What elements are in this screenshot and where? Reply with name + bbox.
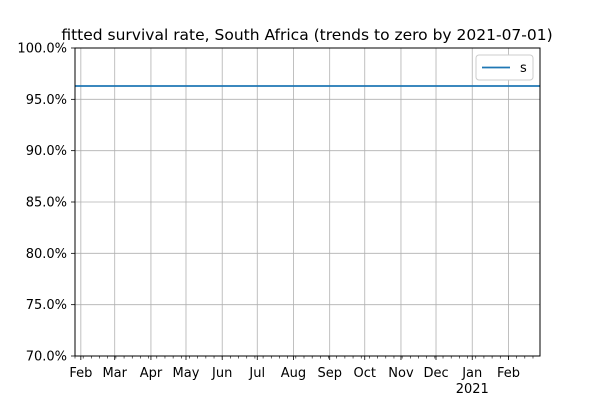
- x-tick-label: Feb: [69, 366, 92, 381]
- x-tick-label: May: [173, 366, 200, 381]
- axis-ticks: 70.0% 75.0% 80.0% 85.0% 90.0% 95.0% 100.0% Feb M…: [17, 42, 534, 397]
- x-tick-label: Dec: [423, 366, 448, 381]
- y-tick-label: 80.0%: [26, 247, 67, 262]
- y-tick-label: 75.0%: [26, 298, 67, 313]
- legend: s: [475, 54, 534, 81]
- x-tick-label: Jul: [248, 366, 265, 381]
- grid-lines: [75, 47, 540, 357]
- x-tick-label: Nov: [388, 366, 414, 381]
- x-tick-year-label: 2021: [456, 382, 489, 397]
- legend-label-s: s: [520, 61, 527, 76]
- y-tick-label: 100.0%: [17, 42, 67, 57]
- x-tick-label: Apr: [140, 366, 163, 381]
- x-tick-label: Aug: [281, 366, 306, 381]
- y-tick-label: 95.0%: [26, 93, 67, 108]
- y-tick-label: 90.0%: [26, 144, 67, 159]
- x-tick-label: Sep: [317, 366, 342, 381]
- x-tick-label: Jun: [211, 366, 232, 381]
- x-tick-label: Feb: [497, 366, 520, 381]
- x-tick-label: Oct: [354, 366, 376, 381]
- x-tick-label: Jan: [461, 366, 482, 381]
- y-tick-label: 70.0%: [26, 350, 67, 365]
- y-tick-label: 85.0%: [26, 196, 67, 211]
- chart-title: fitted survival rate, South Africa (tren…: [61, 26, 552, 44]
- x-tick-label: Mar: [102, 366, 127, 381]
